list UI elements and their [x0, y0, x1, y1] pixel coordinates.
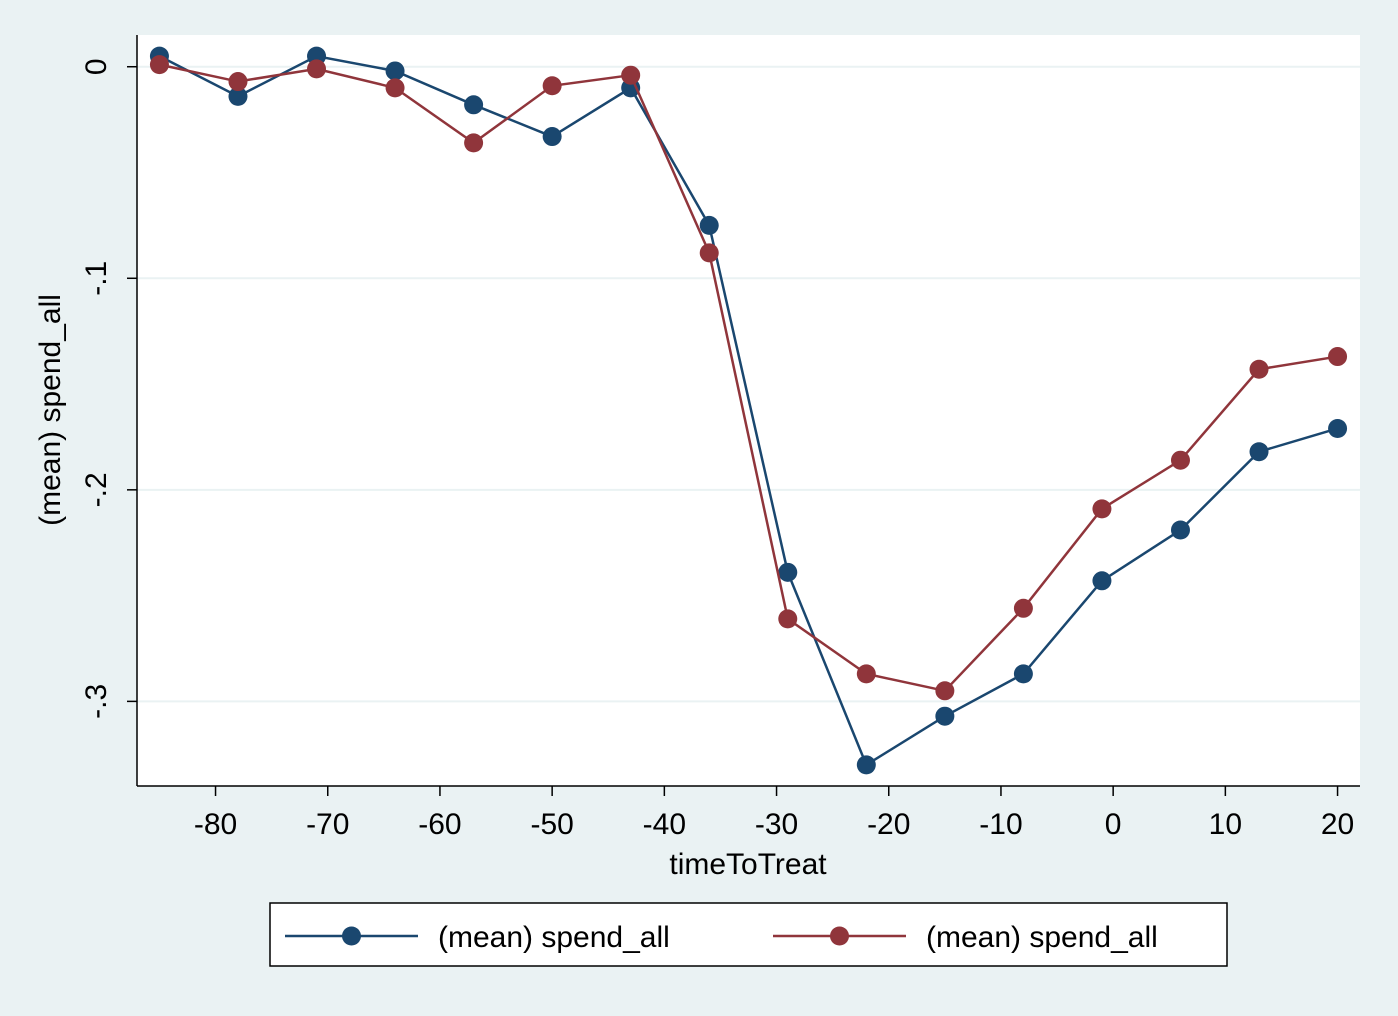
legend-box	[269, 902, 1228, 967]
series-2-point	[307, 59, 327, 79]
series-1-point	[699, 215, 719, 235]
series-2-point	[778, 609, 798, 629]
series-layer	[149, 46, 1348, 775]
y-tick-label: -.1	[80, 261, 113, 296]
x-tick-label: -10	[979, 808, 1022, 841]
legend-swatch-marker-1	[342, 926, 361, 946]
y-tick-label: -.3	[80, 684, 113, 719]
series-1-line	[158, 54, 1338, 767]
legend: (mean) spend_all (mean) spend_all	[269, 902, 1228, 967]
legend-label-1: (mean) spend_all	[438, 921, 670, 954]
legend-items: (mean) spend_all (mean) spend_all	[285, 921, 1158, 954]
x-tick-label: -30	[755, 808, 798, 841]
series-1-point	[778, 562, 798, 582]
x-axis-ticks: -80 -70 -60 -50 -40 -30 -20 -10 0 10 20	[194, 786, 1354, 841]
y-axis-title: (mean) spend_all	[34, 294, 67, 526]
series-2-line	[159, 63, 1338, 693]
x-tick-label: 20	[1321, 808, 1354, 841]
grid-lines	[137, 65, 1360, 703]
plot-area	[137, 35, 1360, 786]
series-1-point	[1249, 442, 1269, 462]
series-2-point	[542, 76, 562, 96]
x-tick-label: -80	[194, 808, 237, 841]
series-1-point	[856, 755, 876, 775]
series-1-point	[464, 95, 484, 115]
series-1-point	[1170, 520, 1190, 540]
series-1-point	[1092, 571, 1112, 591]
series-2-point	[1170, 450, 1190, 470]
legend-label-2: (mean) spend_all	[926, 921, 1158, 954]
y-axis-ticks: 0 -.1 -.2 -.3	[80, 58, 137, 719]
y-tick-label: 0	[80, 58, 113, 75]
series-2-point	[1249, 359, 1269, 379]
series-2-point	[385, 78, 405, 98]
series-2-point	[699, 243, 719, 263]
series-1-point	[228, 86, 248, 106]
y-tick-label: -.2	[80, 472, 113, 507]
x-axis-title: timeToTreat	[669, 848, 827, 881]
x-tick-label: -70	[306, 808, 349, 841]
series-1-point	[935, 706, 955, 726]
series-2-point	[856, 664, 876, 684]
x-tick-label: 10	[1209, 808, 1242, 841]
series-1-point	[1328, 418, 1348, 438]
series-1-point	[1013, 664, 1033, 684]
x-tick-label: -40	[643, 808, 686, 841]
series-2-point	[935, 681, 955, 701]
series-2-point	[1328, 347, 1348, 367]
series-1-point	[385, 61, 405, 81]
x-tick-label: -50	[530, 808, 573, 841]
x-tick-label: -60	[418, 808, 461, 841]
series-2-point	[149, 55, 169, 75]
series-2-point	[464, 133, 484, 153]
series-2-point	[228, 72, 248, 92]
series-2-point	[621, 65, 641, 85]
series-2-point	[1092, 499, 1112, 519]
x-tick-label: -20	[867, 808, 910, 841]
series-1-point	[542, 127, 562, 147]
series-2-point	[1013, 598, 1033, 618]
x-tick-label: 0	[1105, 808, 1122, 841]
legend-swatch-marker-2	[830, 926, 849, 946]
